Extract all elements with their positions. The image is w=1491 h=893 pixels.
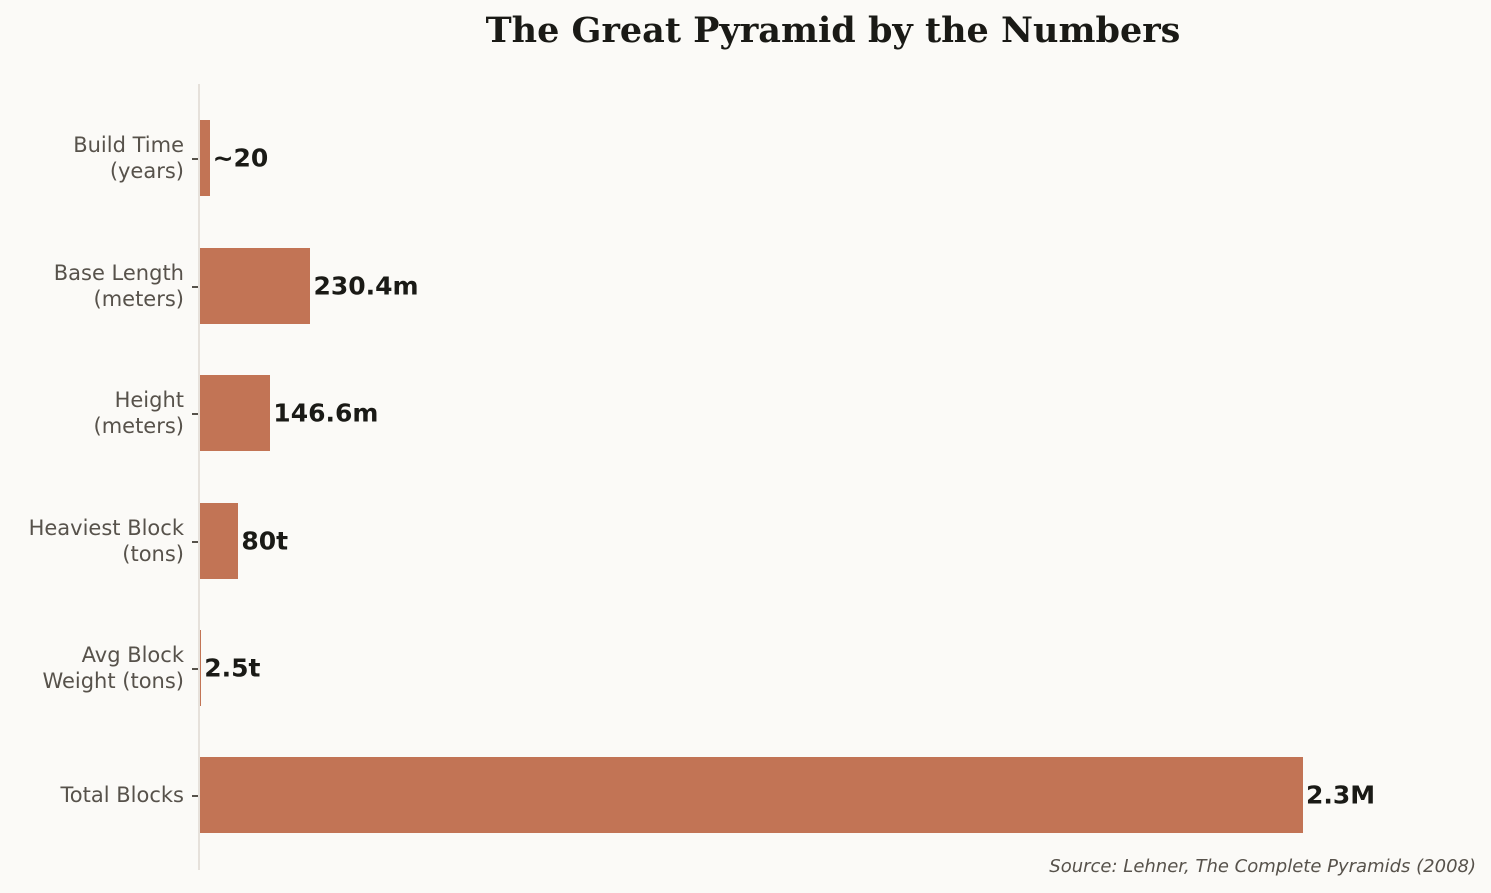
category-label: Avg Block Weight (tons) — [42, 643, 184, 693]
source-note: Source: Lehner, The Complete Pyramids (2… — [1049, 856, 1476, 877]
category-label: Base Length (meters) — [53, 261, 184, 311]
bar — [200, 248, 311, 324]
category-label: Build Time (years) — [73, 133, 184, 183]
bar — [200, 757, 1303, 833]
bar-row: Base Length (meters) 230.4m — [0, 248, 1491, 324]
value-label: 2.5t — [204, 653, 261, 683]
value-label: 146.6m — [273, 398, 379, 428]
bar — [200, 503, 239, 579]
y-tick — [192, 541, 198, 543]
value-label: ~20 — [212, 143, 269, 173]
y-tick — [192, 158, 198, 160]
y-tick — [192, 795, 198, 797]
bar — [200, 120, 210, 196]
value-label: 2.3M — [1306, 780, 1376, 810]
bar-row: Total Blocks 2.3M — [0, 757, 1491, 833]
y-tick — [192, 286, 198, 288]
bar-row: Height (meters) 146.6m — [0, 375, 1491, 451]
bar — [200, 630, 202, 706]
category-label: Heaviest Block (tons) — [28, 516, 184, 566]
y-tick — [192, 668, 198, 670]
bar-row: Heaviest Block (tons) 80t — [0, 503, 1491, 579]
value-label: 230.4m — [313, 271, 419, 301]
bar-row: Build Time (years) ~20 — [0, 120, 1491, 196]
bar-row: Avg Block Weight (tons) 2.5t — [0, 630, 1491, 706]
category-label: Height (meters) — [93, 388, 185, 438]
value-label: 80t — [241, 526, 289, 556]
y-axis-line — [198, 84, 200, 870]
y-tick — [192, 413, 198, 415]
category-label: Total Blocks — [60, 783, 184, 807]
bar — [200, 375, 271, 451]
chart-title: The Great Pyramid by the Numbers — [485, 10, 1181, 51]
